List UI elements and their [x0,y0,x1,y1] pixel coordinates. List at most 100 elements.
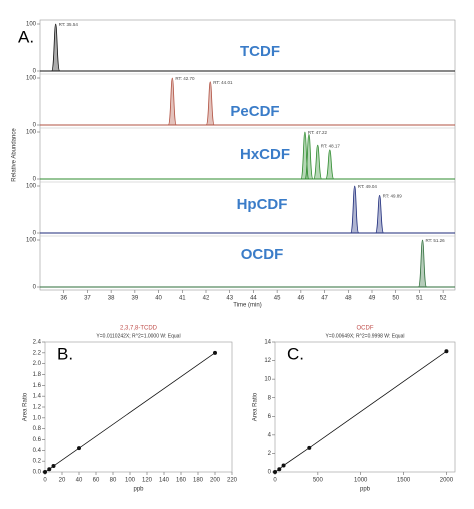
y-tick-label: 0 [33,231,37,237]
point [273,470,277,474]
y-tick-label: 0 [33,177,37,183]
x-tick-label: 100 [125,478,136,484]
x-tick-label: 48 [345,296,352,302]
x-tick-label: 500 [313,478,324,484]
peak-annotation: RT: 35.54 [59,22,79,27]
x-tick-label: 60 [93,478,100,484]
peak-annotation: RT: 47.22 [308,130,328,135]
y-tick-label: 1.0 [33,415,42,421]
x-tick-label: 120 [142,478,153,484]
x-axis-label: Time (min) [233,303,261,309]
y-tick-label: 6 [268,414,272,420]
x-tick-label: 38 [108,296,115,302]
y-tick-label: 2.0 [33,361,42,367]
x-tick-label: 80 [110,478,117,484]
y-tick-label: 100 [26,22,37,28]
compound-label: PeCDF [230,103,279,120]
point [47,467,52,472]
compound-label: OCDF [241,246,284,263]
chart-title: 2,3,7,8-TCDD [120,326,158,332]
y-tick-label: 100 [26,238,37,244]
x-tick-label: 42 [203,296,210,302]
peak [325,149,335,180]
chart-subtitle: Y=0.0110242X; R^2=1.0000 W: Equal [96,333,180,339]
point [213,350,217,355]
point [43,470,47,474]
x-tick-label: 160 [176,478,187,484]
y-axis-label: Area Ratio [253,392,259,421]
y-tick-label: 2.2 [33,350,42,356]
plot-frame [274,341,456,473]
x-tick-label: 47 [321,296,328,302]
peak-annotation: RT: 49.89 [383,194,403,199]
y-tick-label: 0.4 [33,448,42,454]
x-tick-label: 46 [298,296,305,302]
x-tick-label: 40 [76,478,83,484]
x-tick-label: 39 [132,296,139,302]
y-tick-label: 0 [268,470,272,476]
x-tick-label: 49 [369,296,376,302]
panel-label: C. [287,344,304,363]
y-axis-label: Area Ratio [23,392,29,421]
x-tick-label: 37 [84,296,91,302]
chart-title: OCDF [357,326,374,332]
y-tick-label: 100 [26,130,37,136]
point [444,349,449,354]
chart-subtitle: Y=0.00649X; R^2=0.9998 W: Equal [326,333,405,339]
peak-annotation: RT: 48.17 [321,143,341,148]
point [277,467,282,472]
x-tick-label: 41 [179,296,186,302]
y-axis-label: Relative Abundance [12,128,18,182]
y-tick-label: 0 [33,69,37,75]
peak-annotation: RT: 42.70 [175,76,195,81]
x-tick-label: 1500 [397,478,411,484]
x-tick-label: 180 [193,478,204,484]
x-axis-label: ppb [133,487,144,493]
y-tick-label: 0.8 [33,426,42,432]
point [77,446,81,451]
panel-label: A. [18,27,34,46]
panel-label: B. [57,344,73,363]
y-tick-label: 100 [26,184,37,190]
y-tick-label: 2 [268,451,272,457]
peak [51,23,61,72]
y-tick-label: 0.0 [33,470,42,476]
y-tick-label: 0.2 [33,459,42,465]
y-tick-label: 8 [268,395,272,401]
y-tick-label: 1.6 [33,383,42,389]
peak [350,185,360,234]
peak-annotation: RT: 44.01 [213,80,233,85]
x-tick-label: 43 [226,296,233,302]
x-tick-label: 1000 [354,478,368,484]
x-tick-label: 0 [273,478,277,484]
y-tick-label: 4 [268,432,272,438]
point [307,445,312,450]
peak [375,194,384,234]
x-tick-label: 220 [227,478,238,484]
peak [167,77,177,126]
y-tick-label: 10 [264,377,271,383]
y-tick-label: 12 [264,358,271,364]
compound-label: HpCDF [237,196,288,213]
x-tick-label: 2000 [440,478,454,484]
peak-annotation: RT: 51.26 [426,238,446,243]
x-tick-label: 36 [60,296,67,302]
y-tick-label: 14 [264,340,271,346]
x-tick-label: 20 [59,478,66,484]
y-tick-label: 1.4 [33,394,42,400]
compound-label: TCDF [240,43,280,60]
y-tick-label: 0 [33,123,37,129]
x-tick-label: 50 [392,296,399,302]
x-tick-label: 0 [43,478,47,484]
peak-annotation: RT: 49.04 [358,184,378,189]
y-tick-label: 1.2 [33,405,42,411]
x-axis-label: ppb [360,487,371,493]
y-tick-label: 0.6 [33,437,42,443]
point [281,463,286,468]
y-tick-label: 0 [33,285,37,291]
x-tick-label: 51 [416,296,423,302]
y-tick-label: 100 [26,76,37,82]
compound-label: HxCDF [240,146,290,163]
